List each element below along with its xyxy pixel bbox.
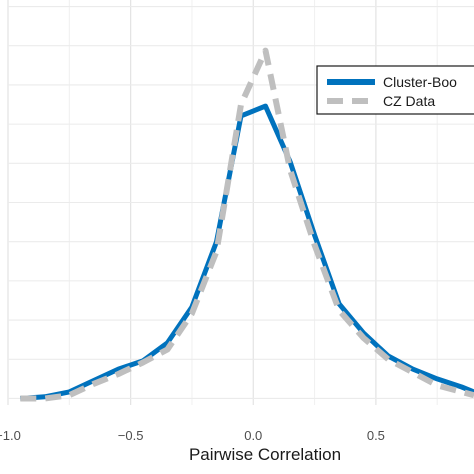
- x-tick-label: −1.0: [0, 428, 21, 443]
- x-tick-label: −0.5: [118, 428, 144, 443]
- plot-area: [20, 47, 474, 402]
- series-line-cz: [20, 47, 474, 402]
- legend-box: [316, 65, 474, 115]
- x-tick-label: 0.0: [244, 428, 262, 443]
- series-line-cluster: [20, 103, 474, 401]
- x-axis-title: Pairwise Correlation: [189, 445, 341, 464]
- x-tick-label: 0.5: [367, 428, 385, 443]
- x-axis-ticks: −1.0 −0.5 0.0 0.5: [0, 428, 385, 443]
- legend: Cluster-Boo CZ Data: [316, 65, 474, 115]
- legend-label-cluster: Cluster-Boo: [383, 74, 457, 90]
- grid: [7, 0, 474, 405]
- legend-label-cz: CZ Data: [383, 93, 435, 109]
